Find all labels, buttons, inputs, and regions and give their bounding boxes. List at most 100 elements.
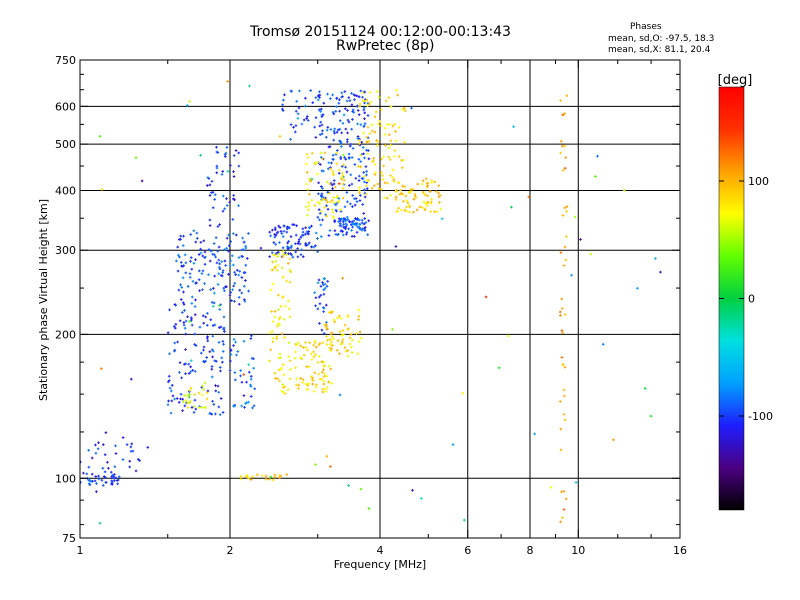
data-point bbox=[306, 213, 309, 217]
data-point bbox=[451, 443, 455, 446]
data-point bbox=[307, 230, 310, 233]
data-point bbox=[292, 126, 295, 129]
data-point bbox=[184, 319, 188, 323]
data-point bbox=[227, 244, 231, 248]
data-point bbox=[403, 109, 407, 113]
data-point bbox=[287, 240, 290, 243]
data-point bbox=[187, 372, 191, 375]
data-point bbox=[237, 296, 241, 299]
data-point bbox=[237, 151, 240, 155]
data-point bbox=[558, 310, 562, 314]
data-point bbox=[182, 321, 186, 324]
data-point bbox=[314, 345, 318, 349]
data-point bbox=[405, 209, 408, 213]
data-point bbox=[342, 182, 345, 186]
data-point bbox=[305, 115, 309, 118]
data-point bbox=[251, 406, 254, 410]
data-point bbox=[328, 192, 331, 195]
data-point bbox=[367, 219, 370, 223]
data-point bbox=[461, 391, 464, 395]
data-point bbox=[301, 255, 305, 258]
data-point bbox=[244, 263, 248, 267]
data-point bbox=[396, 210, 399, 213]
data-point bbox=[295, 100, 298, 103]
data-point bbox=[406, 201, 410, 204]
data-point bbox=[389, 143, 393, 147]
data-point bbox=[392, 178, 396, 182]
data-point bbox=[347, 120, 351, 124]
chart-subtitle: RwPretec (8p) bbox=[336, 38, 435, 54]
data-point bbox=[383, 133, 387, 136]
data-point bbox=[304, 226, 307, 230]
data-point bbox=[357, 113, 361, 116]
data-point bbox=[336, 348, 339, 352]
data-point bbox=[240, 380, 244, 384]
data-point bbox=[344, 107, 347, 111]
data-point bbox=[361, 146, 365, 149]
data-point bbox=[286, 247, 290, 251]
data-point bbox=[384, 144, 387, 147]
data-point bbox=[249, 337, 253, 340]
data-point bbox=[203, 381, 207, 385]
data-point bbox=[384, 99, 388, 103]
data-point bbox=[202, 348, 205, 352]
data-point bbox=[188, 399, 192, 403]
data-point bbox=[218, 223, 221, 226]
data-point bbox=[330, 347, 333, 351]
data-point bbox=[332, 318, 336, 322]
data-point bbox=[349, 223, 353, 227]
data-point bbox=[249, 377, 253, 381]
data-point bbox=[346, 328, 350, 331]
data-point bbox=[643, 387, 647, 390]
data-point bbox=[329, 349, 332, 352]
data-point bbox=[323, 323, 327, 327]
data-point bbox=[386, 181, 389, 185]
data-point bbox=[425, 204, 429, 208]
data-point bbox=[167, 374, 171, 378]
data-point bbox=[362, 131, 365, 135]
data-point bbox=[205, 356, 208, 359]
y-tick-label: 750 bbox=[55, 54, 76, 67]
data-point bbox=[226, 80, 229, 83]
data-point bbox=[561, 113, 565, 117]
data-point bbox=[88, 483, 92, 487]
data-point bbox=[178, 319, 182, 323]
data-point bbox=[351, 194, 354, 197]
data-point bbox=[88, 478, 91, 482]
data-point bbox=[339, 145, 343, 148]
data-point bbox=[330, 199, 334, 202]
data-point bbox=[221, 411, 225, 414]
data-point bbox=[173, 303, 177, 306]
data-point bbox=[214, 412, 217, 416]
data-point bbox=[249, 395, 253, 398]
data-point bbox=[210, 301, 214, 304]
data-point bbox=[549, 486, 553, 489]
data-point bbox=[307, 241, 311, 245]
data-point bbox=[190, 406, 194, 409]
data-point bbox=[228, 293, 232, 297]
data-point bbox=[340, 334, 343, 337]
data-point bbox=[94, 443, 97, 447]
data-point bbox=[507, 334, 510, 338]
data-point bbox=[331, 93, 334, 97]
data-point bbox=[335, 162, 339, 166]
data-point bbox=[394, 198, 398, 201]
data-point bbox=[365, 187, 369, 190]
data-point bbox=[561, 144, 564, 148]
data-point bbox=[324, 303, 328, 307]
data-point bbox=[361, 203, 364, 206]
data-point bbox=[396, 93, 400, 97]
data-point bbox=[247, 370, 251, 374]
data-point bbox=[297, 106, 301, 110]
data-point bbox=[211, 399, 214, 403]
data-point bbox=[110, 475, 114, 479]
colorbar-tick-label: 100 bbox=[748, 175, 769, 188]
data-point bbox=[247, 476, 250, 480]
data-point bbox=[286, 299, 290, 303]
data-point bbox=[318, 355, 321, 358]
data-point bbox=[189, 260, 192, 263]
data-point bbox=[391, 176, 395, 179]
data-point bbox=[286, 388, 290, 391]
data-point bbox=[325, 343, 329, 346]
data-point bbox=[208, 350, 212, 354]
